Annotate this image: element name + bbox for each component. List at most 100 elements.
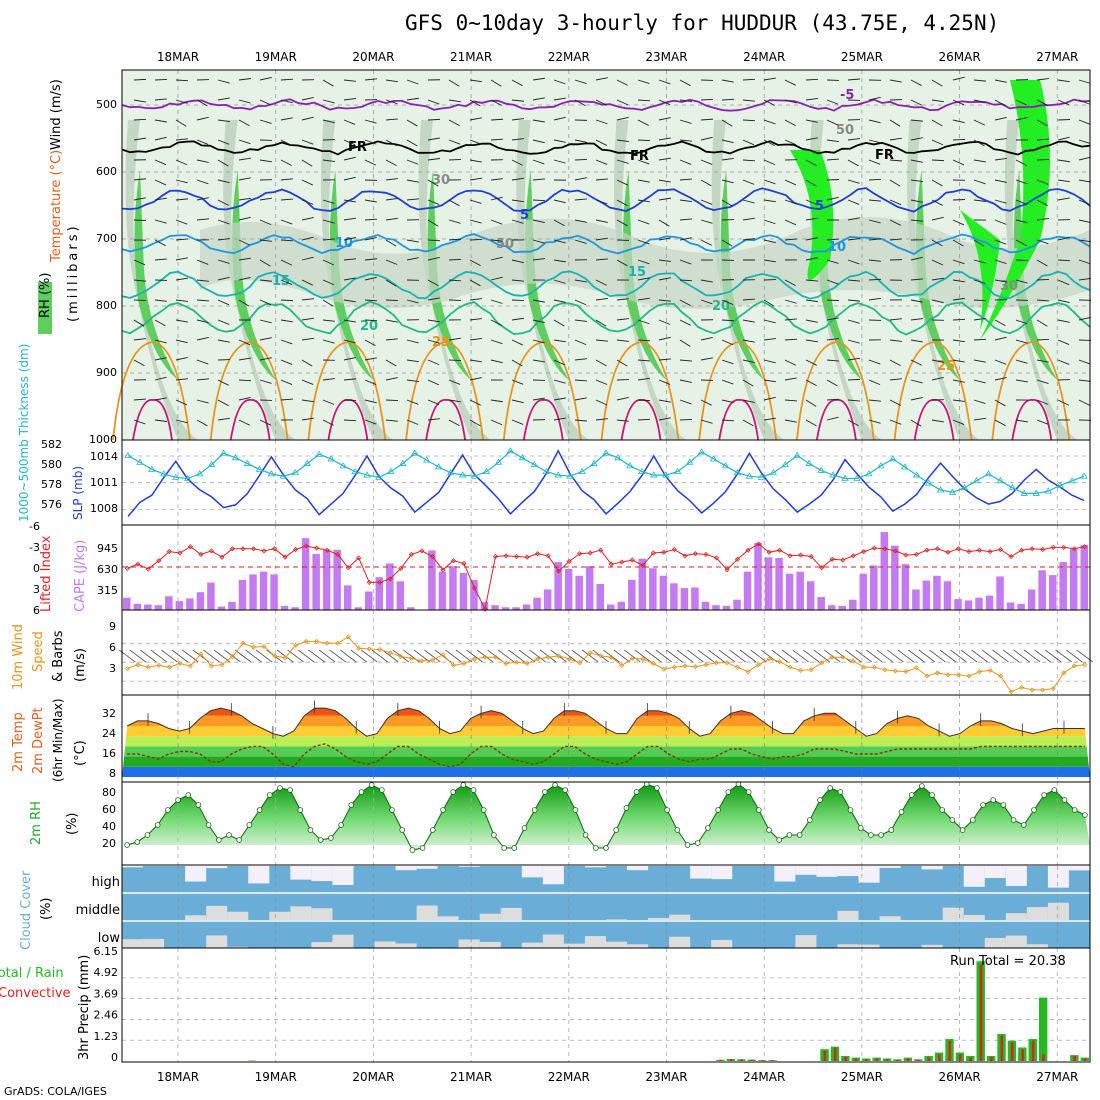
wind-barb: [133, 398, 146, 401]
rh-marker: [256, 807, 263, 813]
li-marker: [566, 558, 572, 564]
wind-barb: [511, 379, 524, 385]
thickness-marker: [542, 467, 550, 474]
wind-marker: [724, 660, 730, 666]
cloud-high-gap: [858, 866, 880, 883]
temp-tick: 24: [102, 727, 116, 740]
thickness-marker: [805, 459, 813, 466]
wind-barb: [364, 399, 377, 404]
wind-barb: [234, 649, 252, 663]
rh-marker: [124, 842, 130, 848]
wind-barb: [448, 219, 461, 224]
wind-barb: [973, 79, 986, 82]
cape-bar: [1017, 603, 1025, 610]
cloud-mid-gap: [669, 914, 691, 920]
precip-tick: 4.92: [94, 966, 119, 979]
precip-conv-bar: [885, 1059, 889, 1061]
cape-bar: [617, 601, 626, 610]
wind-barb: [771, 649, 788, 663]
wind-barb: [553, 319, 565, 327]
cape-tick: 630: [97, 563, 118, 576]
wind-barb: [952, 379, 965, 383]
temp-band: [122, 766, 1090, 777]
rh-marker: [674, 827, 681, 833]
wind-barb: [994, 79, 1007, 83]
wind-barb: [133, 338, 146, 341]
wind-barb: [406, 419, 419, 425]
cape-bar: [533, 597, 541, 610]
wind-barb: [634, 649, 652, 663]
wind-barb: [994, 399, 1006, 407]
wind-barb: [574, 158, 588, 161]
rh-marker: [246, 822, 253, 828]
wind-barb: [994, 359, 1007, 365]
wind-barb: [490, 339, 503, 345]
wind-barb: [910, 379, 923, 384]
wind-barb: [595, 418, 608, 421]
wind-barb: [910, 278, 923, 281]
wind-barb: [175, 198, 188, 201]
thickness-marker: [889, 455, 897, 462]
thickness-marker: [781, 460, 789, 468]
wind-barb: [301, 159, 313, 167]
li-marker: [1019, 547, 1025, 553]
li-marker: [661, 549, 667, 555]
wind-barb: [700, 239, 712, 246]
wind-barb: [532, 239, 545, 244]
temp-unit: (°C): [73, 740, 88, 766]
wind-barb: [847, 279, 860, 282]
rh-marker: [409, 847, 416, 853]
thickness-marker: [972, 477, 981, 484]
rh-marker: [919, 783, 925, 789]
wind-barb: [847, 159, 859, 167]
wind-barb: [343, 277, 356, 281]
wind-barb: [511, 99, 524, 102]
wind-barb: [364, 218, 378, 221]
wind-barb: [1036, 338, 1050, 341]
wind-barb: [742, 339, 755, 343]
wind-barb: [784, 399, 797, 402]
precip-conv-bar: [823, 1050, 827, 1061]
wind-barb: [763, 417, 776, 421]
wind-barb: [238, 216, 251, 221]
thickness-marker: [745, 472, 754, 479]
wind-barb: [1057, 197, 1070, 201]
wind-barb: [154, 319, 166, 327]
wind-barb: [742, 399, 755, 403]
wind-barb: [469, 219, 482, 224]
wind-barb: [1078, 379, 1091, 382]
wind-barb: [385, 377, 398, 381]
cloud-mid-gap: [479, 913, 501, 920]
wind-barb: [910, 137, 923, 141]
wind-barb: [322, 419, 334, 426]
wind-barb: [931, 99, 944, 103]
wind-barb: [469, 139, 482, 145]
rh-marker: [572, 807, 579, 813]
wind-marker: [682, 663, 688, 669]
wind-barb: [595, 99, 607, 106]
wind-barb: [1055, 649, 1072, 663]
wind-barb: [700, 199, 713, 205]
contour-label: -5: [840, 88, 854, 103]
wind-barb: [175, 159, 188, 166]
rh-marker: [949, 817, 956, 823]
date-label-top: 20MAR: [352, 50, 394, 64]
wind-barb: [259, 99, 272, 106]
li-marker: [356, 555, 362, 561]
thickness-marker: [697, 448, 706, 455]
rh-marker: [1031, 807, 1037, 813]
wind-barb: [1015, 239, 1027, 247]
wind-barb: [784, 179, 797, 186]
wind-barb: [133, 279, 146, 282]
li-marker: [377, 579, 383, 585]
wind-barb: [469, 79, 482, 83]
wind-barb: [658, 277, 671, 281]
wind-barb: [616, 298, 629, 301]
wind-barb: [1078, 99, 1091, 105]
wind-barb: [826, 299, 840, 302]
wind-marker: [356, 645, 362, 651]
wind-barb: [826, 398, 840, 401]
wind-marker: [166, 664, 172, 670]
wind-barb: [805, 119, 818, 123]
